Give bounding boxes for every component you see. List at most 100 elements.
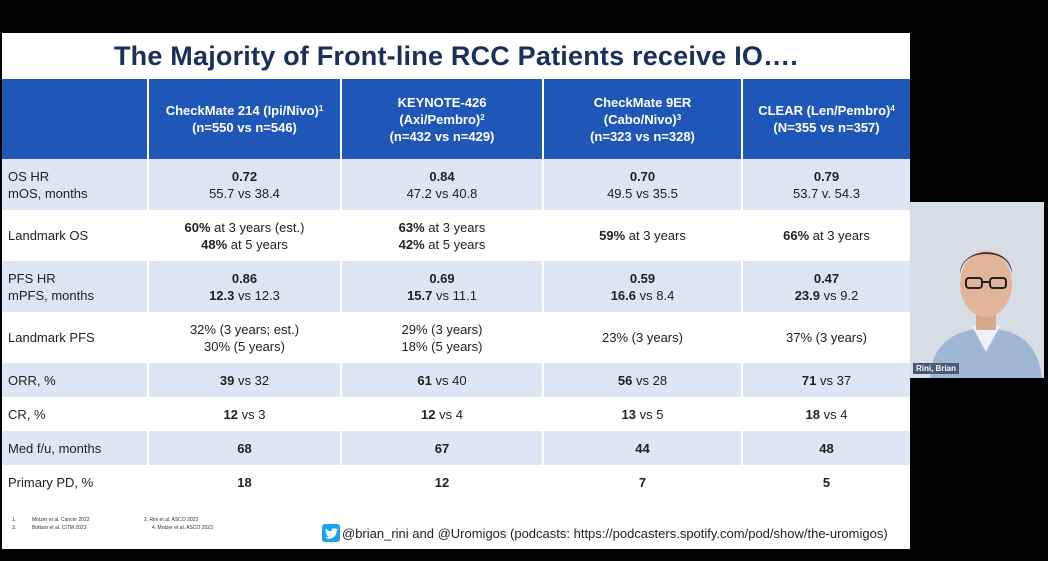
table-cell: 13 vs 5	[542, 397, 742, 431]
cell-bold-value: 12	[434, 474, 450, 490]
cell-text: 23% (3 years)	[602, 330, 683, 345]
table-body: OS HR mOS, months 0.72 55.7 vs 38.4 0.84 47.2…	[2, 159, 910, 499]
row-label-line: Landmark PFS	[8, 330, 95, 345]
table-cell: 60% at 3 years (est.) 48% at 5 years	[147, 210, 341, 261]
footnote-ref: 3	[676, 112, 682, 122]
cell-text: at 3 years	[625, 228, 686, 243]
cell-bold-value: 0.47	[813, 270, 840, 286]
table-cell: 5	[741, 465, 910, 499]
cell-text: vs 3	[238, 406, 266, 422]
table-cell: 0.47 23.9 vs 9.2	[741, 261, 910, 312]
table-cell: 71 vs 37	[741, 363, 910, 397]
header-keynote-426: KEYNOTE-426 (Axi/Pembro)2 (n=432 vs n=42…	[340, 79, 543, 159]
table-cell: 63% at 3 years 42% at 5 years	[340, 210, 543, 261]
cell-bold-value: 60%	[184, 219, 211, 235]
table-cell: 61 vs 40	[340, 363, 543, 397]
col-n: (n=323 vs n=328)	[590, 128, 695, 144]
table-cell: 12 vs 4	[340, 397, 543, 431]
participant-name-label: Rini, Brian	[913, 363, 960, 374]
cell-bold-value: 18	[237, 474, 252, 490]
row-label-line: PFS HR	[8, 270, 56, 286]
cell-bold-value: 16.6	[610, 287, 636, 303]
webcam-video-tile[interactable]: Rini, Brian	[910, 202, 1044, 378]
cell-bold-value: 15.7	[407, 287, 433, 303]
cell-text: vs 8.4	[636, 287, 675, 303]
cell-text: 53.7 v. 54.3	[793, 185, 860, 201]
table-cell: 66% at 3 years	[741, 210, 910, 261]
table-row: Primary PD, % 18 12 7 5	[2, 465, 910, 499]
table-row: Med f/u, months 68 67 44 48	[2, 431, 910, 465]
cell-text: vs 28	[632, 372, 668, 388]
header-clear: CLEAR (Len/Pembro)4 (N=355 vs n=357)	[741, 79, 910, 159]
cell-bold-value: 18	[805, 406, 820, 422]
table-row: OS HR mOS, months 0.72 55.7 vs 38.4 0.84 47.2…	[2, 159, 910, 210]
cell-text: 30% (5 years)	[204, 338, 285, 354]
footnote-num: 1.	[12, 517, 17, 523]
table-cell: 23% (3 years)	[542, 312, 742, 363]
col-regimen: (Axi/Pembro)	[399, 111, 481, 127]
footnote-text: 2. Rini et al. ASCO 2023	[144, 517, 199, 523]
row-label: OS HR mOS, months	[2, 159, 148, 210]
table-cell: 44	[542, 431, 742, 465]
cell-text: 18% (5 years)	[401, 338, 483, 354]
row-label: Primary PD, %	[2, 465, 148, 499]
cell-bold-value: 56	[617, 372, 633, 388]
cell-bold-value: 67	[434, 440, 450, 456]
cell-bold-value: 61	[417, 372, 432, 388]
cell-text: vs 37	[816, 372, 852, 388]
cell-text: vs 40	[431, 372, 467, 388]
row-label-line: ORR, %	[8, 372, 56, 388]
row-label: ORR, %	[2, 363, 148, 397]
row-label-line: OS HR	[8, 168, 50, 184]
cell-text: vs 5	[636, 406, 664, 422]
cell-text: 55.7 vs 38.4	[209, 185, 280, 201]
row-label-line: mPFS, months	[8, 287, 94, 303]
col-title: CheckMate 214 (Ipi/Nivo)	[165, 103, 319, 118]
cell-bold-value: 59%	[599, 228, 626, 243]
row-label: CR, %	[2, 397, 148, 431]
table-row: PFS HR mPFS, months 0.86 12.3 vs 12.3 0.69 15…	[2, 261, 910, 312]
col-n: (N=355 vs n=357)	[773, 120, 880, 135]
table-cell: 32% (3 years; est.) 30% (5 years)	[147, 312, 341, 363]
cell-text: at 3 years	[424, 219, 486, 235]
twitter-bird-icon	[322, 524, 340, 542]
social-handles-text: @brian_rini and @Uromigos (podcasts: htt…	[342, 525, 888, 541]
footnote-ref: 2	[480, 112, 485, 122]
footnote-text: Bottaro et al. CITM 2023	[32, 525, 87, 531]
table-cell: 56 vs 28	[542, 363, 742, 397]
cell-text: 32% (3 years; est.)	[189, 321, 300, 337]
header-checkmate-9er: CheckMate 9ER (Cabo/Nivo)3 (n=323 vs n=3…	[542, 79, 742, 159]
cell-text: vs 9.2	[820, 287, 859, 303]
cell-bold-value: 12.3	[209, 287, 235, 303]
table-cell: 12 vs 3	[147, 397, 341, 431]
footnote-ref: 1	[318, 104, 324, 113]
row-label: PFS HR mPFS, months	[2, 261, 148, 312]
speaker-video-feed	[910, 202, 1044, 378]
footnote-num: 3.	[12, 525, 17, 531]
col-title: CheckMate 9ER	[593, 94, 692, 110]
table-cell: 0.59 16.6 vs 8.4	[542, 261, 742, 312]
table-row: Landmark OS 60% at 3 years (est.) 48% at 5…	[2, 210, 910, 261]
cell-bold-value: 0.59	[629, 270, 656, 286]
row-label-line: mOS, months	[8, 185, 88, 201]
cell-bold-value: 7	[638, 474, 647, 490]
table-cell: 0.79 53.7 v. 54.3	[741, 159, 910, 210]
cell-bold-value: 48	[819, 440, 834, 456]
table-cell: 0.72 55.7 vs 38.4	[147, 159, 341, 210]
cell-text: vs 4	[435, 406, 463, 422]
table-cell: 67	[340, 431, 543, 465]
row-label-line: Med f/u, months	[8, 440, 102, 456]
table-header-row: CheckMate 214 (Ipi/Nivo)1 (n=550 vs n=54…	[2, 79, 910, 159]
col-title: CLEAR (Len/Pembro)	[758, 103, 891, 118]
cell-text: at 3 years (est.)	[210, 219, 305, 235]
cell-bold-value: 0.84	[429, 168, 455, 184]
table-cell: 48	[741, 431, 910, 465]
row-label-line: CR, %	[8, 406, 46, 422]
header-empty-cell	[2, 79, 148, 159]
cell-bold-value: 39	[219, 372, 235, 388]
table-cell: 12	[340, 465, 543, 499]
cell-bold-value: 13	[621, 406, 636, 422]
cell-text: vs 4	[820, 406, 848, 422]
row-label: Landmark OS	[2, 210, 148, 261]
cell-bold-value: 71	[801, 372, 817, 388]
